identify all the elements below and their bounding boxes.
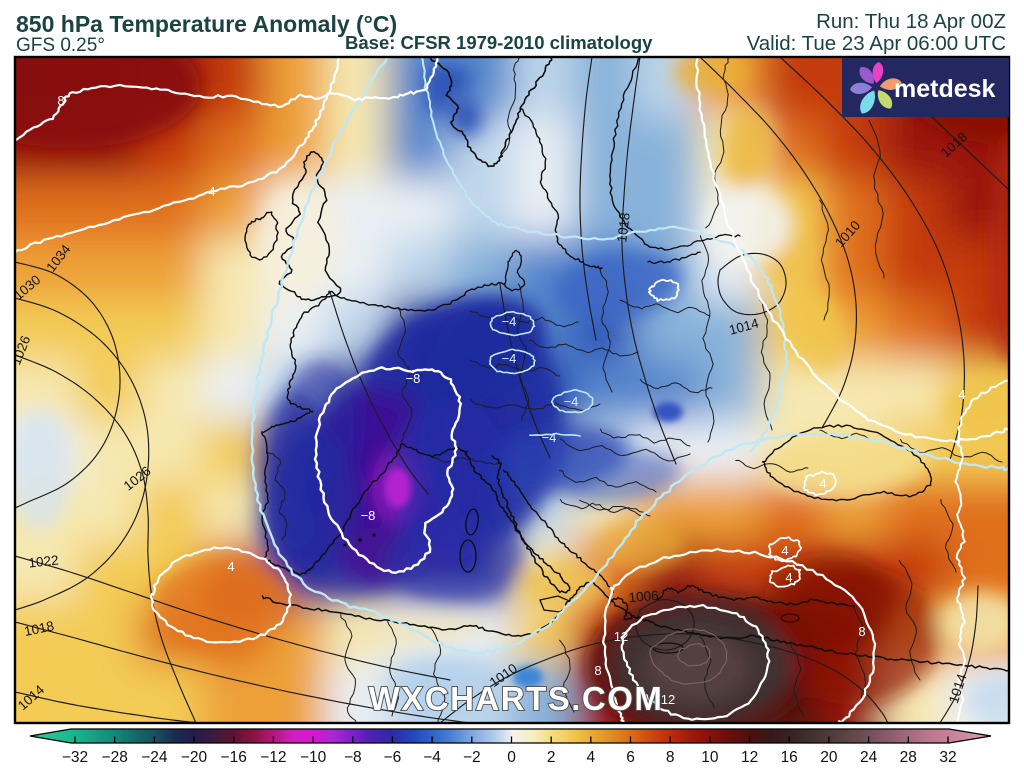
- svg-text:4: 4: [819, 476, 826, 491]
- svg-text:4: 4: [785, 570, 792, 585]
- svg-text:20: 20: [820, 749, 838, 766]
- svg-text:−32: −32: [62, 749, 88, 766]
- svg-text:4: 4: [586, 749, 595, 766]
- svg-text:GFS 0.25°: GFS 0.25°: [16, 35, 105, 56]
- svg-text:−8: −8: [344, 749, 362, 766]
- svg-text:28: 28: [900, 749, 917, 766]
- svg-text:−24: −24: [141, 749, 168, 766]
- svg-text:−8: −8: [406, 371, 421, 386]
- svg-text:10: 10: [701, 749, 719, 766]
- svg-text:2: 2: [547, 749, 556, 766]
- svg-text:metdesk: metdesk: [894, 75, 996, 103]
- svg-text:−4: −4: [423, 749, 441, 766]
- svg-text:12: 12: [614, 629, 628, 644]
- svg-text:WXCHARTS.COM: WXCHARTS.COM: [369, 680, 664, 717]
- svg-text:4: 4: [958, 387, 965, 402]
- svg-text:Run: Thu 18 Apr 00Z: Run: Thu 18 Apr 00Z: [816, 10, 1006, 33]
- svg-text:−4: −4: [502, 314, 517, 329]
- svg-text:12: 12: [661, 692, 675, 707]
- svg-text:−4: −4: [542, 430, 557, 445]
- svg-text:4: 4: [781, 543, 788, 558]
- svg-text:24: 24: [860, 749, 878, 766]
- svg-text:8: 8: [57, 93, 64, 108]
- svg-text:1006: 1006: [628, 588, 659, 606]
- svg-text:−8: −8: [361, 508, 376, 523]
- svg-text:8: 8: [666, 749, 675, 766]
- svg-text:1018: 1018: [614, 212, 633, 244]
- svg-text:−4: −4: [564, 394, 579, 409]
- svg-text:−12: −12: [260, 749, 286, 766]
- svg-text:32: 32: [939, 749, 956, 766]
- svg-text:−16: −16: [221, 749, 247, 766]
- svg-text:−28: −28: [102, 749, 128, 766]
- svg-text:−10: −10: [300, 749, 327, 766]
- svg-text:4: 4: [208, 184, 215, 199]
- svg-text:1018: 1018: [23, 618, 56, 639]
- svg-text:Base: CFSR 1979-2010 climatolo: Base: CFSR 1979-2010 climatology: [345, 32, 653, 53]
- svg-text:8: 8: [858, 624, 865, 639]
- svg-text:−4: −4: [502, 351, 517, 366]
- svg-text:Valid: Tue 23 Apr 06:00 UTC: Valid: Tue 23 Apr 06:00 UTC: [747, 32, 1007, 55]
- svg-text:1022: 1022: [28, 552, 59, 570]
- svg-text:8: 8: [594, 663, 601, 678]
- svg-text:−6: −6: [384, 749, 402, 766]
- svg-text:12: 12: [741, 749, 758, 766]
- svg-text:850 hPa Temperature Anomaly (°: 850 hPa Temperature Anomaly (°C): [16, 11, 397, 37]
- svg-text:4: 4: [227, 559, 234, 574]
- svg-text:−2: −2: [463, 749, 481, 766]
- svg-text:16: 16: [781, 749, 798, 766]
- svg-text:−20: −20: [181, 749, 208, 766]
- svg-text:0: 0: [507, 749, 516, 766]
- svg-text:6: 6: [626, 749, 635, 766]
